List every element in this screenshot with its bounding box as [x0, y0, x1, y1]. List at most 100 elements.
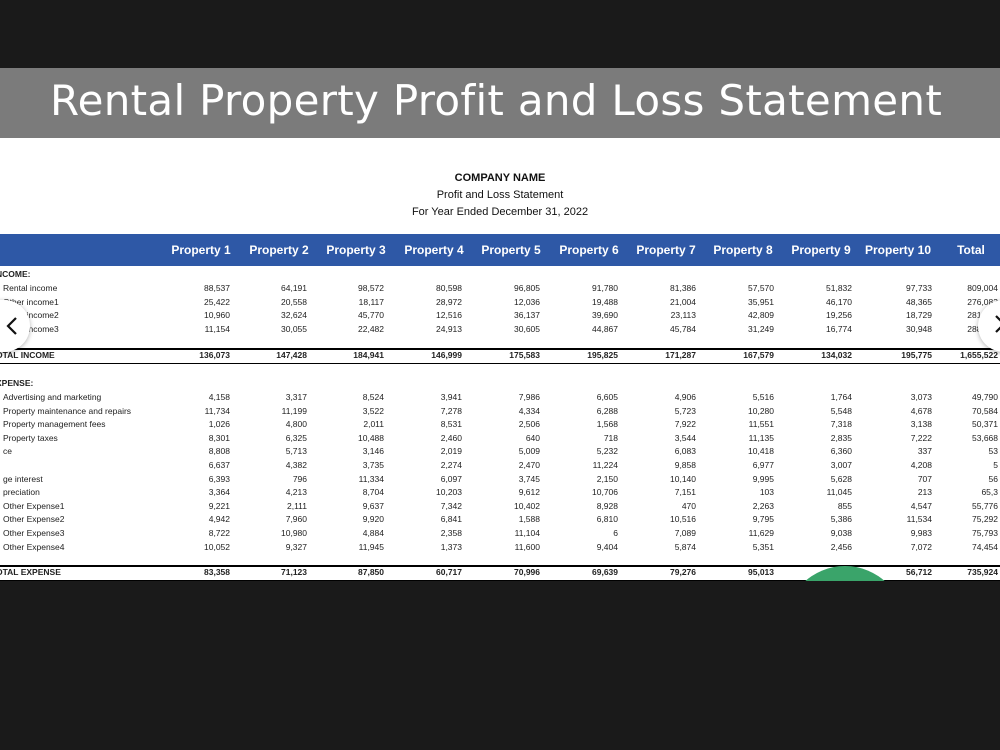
- cell-value: 8,531: [440, 419, 462, 430]
- cell-value: 18,117: [358, 296, 384, 307]
- cell-value: 9,858: [674, 460, 696, 470]
- row-label: OTAL INCOME: [0, 350, 55, 360]
- cell-value: 5,351: [752, 541, 774, 552]
- cell-value: 146,999: [431, 350, 462, 360]
- cell-value: 30,055: [281, 323, 307, 334]
- cell-value: 6,360: [830, 446, 852, 457]
- cell-value: 19,256: [826, 310, 852, 321]
- cell-value: 11,734: [204, 405, 230, 416]
- cell-value: 2,470: [518, 460, 540, 470]
- cell-value: 2,263: [752, 500, 774, 511]
- cell-value: 74,454: [972, 541, 998, 552]
- column-header: Property 4: [404, 243, 464, 257]
- cell-value: 24,913: [436, 323, 462, 334]
- table-divider: [0, 565, 1000, 567]
- table-divider: [0, 348, 1000, 350]
- cell-value: 75,793: [972, 528, 998, 538]
- column-header: Property 1: [171, 243, 231, 257]
- cell-value: 4,213: [285, 487, 307, 498]
- cell-value: 44,867: [592, 323, 618, 334]
- cell-value: 8,722: [208, 528, 230, 538]
- statement-sheet: COMPANY NAME Profit and Loss Statement F…: [0, 138, 1000, 581]
- chevron-left-icon: [6, 317, 17, 335]
- cell-value: 5,723: [674, 405, 696, 416]
- cell-value: 5: [993, 460, 998, 470]
- cell-value: 98,572: [358, 283, 384, 293]
- cell-value: 3,745: [518, 473, 540, 484]
- cell-value: 11,154: [204, 323, 230, 334]
- cell-value: 5,232: [596, 446, 618, 457]
- cell-value: 3,735: [362, 460, 384, 470]
- cell-value: 2,274: [440, 460, 462, 470]
- total-income-row: OTAL INCOME 136,073 147,428 184,941 146,999 1…: [0, 349, 1000, 362]
- cell-value: 2,150: [596, 473, 618, 484]
- cell-value: 9,795: [752, 514, 774, 525]
- cell-value: 5,516: [752, 392, 774, 402]
- cell-value: 5,386: [830, 514, 852, 525]
- cell-value: 855: [837, 500, 852, 511]
- cell-value: 45,770: [358, 310, 384, 321]
- column-header: Property 6: [559, 243, 619, 257]
- expense-row: ce 8,808 5,713 3,146 2,019 5,009 5,232 6,083 10,…: [0, 445, 1000, 458]
- cell-value: 9,404: [596, 541, 618, 552]
- table-divider: [0, 363, 1000, 364]
- cell-value: 195,775: [901, 350, 932, 360]
- cell-value: 83,358: [204, 567, 230, 577]
- cell-value: 4,547: [910, 500, 932, 511]
- cell-value: 1,764: [830, 392, 852, 402]
- expense-row: 6,637 4,382 3,735 2,274 2,470 11,224 9,858 6,97…: [0, 459, 1000, 472]
- cell-value: 11,600: [514, 541, 540, 552]
- cell-value: 3,146: [362, 446, 384, 457]
- income-row: Rental income 88,537 64,191 98,572 80,598 96,…: [0, 282, 1000, 295]
- cell-value: 81,386: [670, 283, 696, 293]
- row-label: OTAL EXPENSE: [0, 567, 61, 577]
- cell-value: 2,835: [830, 432, 852, 443]
- cell-value: 707: [917, 473, 932, 484]
- cell-value: 8,704: [362, 487, 384, 498]
- row-label: Other Expense4: [3, 541, 65, 552]
- company-name: COMPANY NAME: [454, 172, 546, 184]
- cell-value: 8,301: [208, 432, 230, 443]
- cell-value: 276,083: [967, 296, 998, 307]
- cell-value: 12,516: [436, 310, 462, 321]
- cell-value: 10,052: [204, 541, 230, 552]
- row-label: Other Expense1: [3, 500, 65, 511]
- cell-value: 195,825: [587, 350, 618, 360]
- row-label: Other income2: [3, 310, 59, 321]
- cell-value: 11,551: [748, 419, 774, 430]
- cell-value: 2,011: [363, 419, 384, 430]
- row-label: Other income3: [3, 323, 59, 334]
- cell-value: 1,568: [596, 419, 618, 430]
- cell-value: 6,841: [440, 514, 462, 525]
- cell-value: 42,809: [748, 310, 774, 321]
- cell-value: 718: [603, 432, 618, 443]
- cell-value: 4,158: [208, 392, 230, 402]
- cell-value: 64,191: [281, 283, 307, 293]
- cell-value: 184,941: [353, 350, 384, 360]
- cell-value: 23,113: [670, 310, 696, 321]
- row-label: ce: [3, 446, 12, 457]
- cell-value: 9,327: [285, 541, 307, 552]
- cell-value: 19,488: [592, 296, 618, 307]
- expense-row: Advertising and marketing 4,158 3,317 8,524…: [0, 391, 1000, 404]
- cell-value: 39,690: [592, 310, 618, 321]
- cell-value: 18,729: [906, 310, 932, 321]
- cell-value: 147,428: [276, 350, 307, 360]
- cell-value: 30,948: [906, 323, 932, 334]
- cell-value: 56: [988, 473, 998, 484]
- cell-value: 97,733: [906, 283, 932, 293]
- statement-subtitle: Profit and Loss Statement: [436, 189, 564, 201]
- cell-value: 70,584: [972, 405, 998, 416]
- cell-value: 57,570: [748, 283, 774, 293]
- cell-value: 69,639: [592, 567, 618, 577]
- cell-value: 10,960: [204, 310, 230, 321]
- cell-value: 75,292: [972, 514, 998, 525]
- cell-value: 20,558: [281, 296, 307, 307]
- title-banner: Rental Property Profit and Loss Statemen…: [0, 68, 1000, 138]
- cell-value: 25,422: [204, 296, 230, 307]
- cell-value: 6,083: [674, 446, 696, 457]
- next-button[interactable]: [978, 300, 1000, 352]
- cell-value: 3,138: [910, 419, 932, 430]
- row-label: Property management fees: [3, 419, 106, 430]
- cell-value: 10,418: [748, 446, 774, 457]
